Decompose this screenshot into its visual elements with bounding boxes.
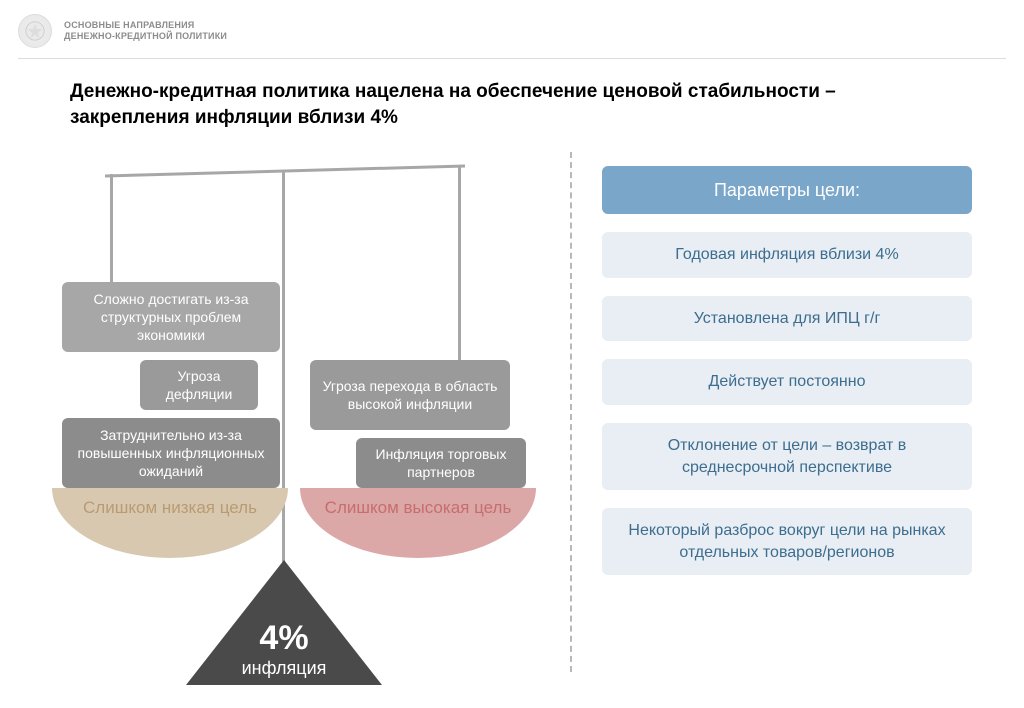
- parameter-item: Действует постоянно: [602, 359, 972, 405]
- left-hanger: [110, 174, 113, 284]
- parameter-item: Годовая инфляция вблизи 4%: [602, 232, 972, 278]
- parameter-item: Отклонение от цели – возврат в среднесро…: [602, 423, 972, 490]
- header-line-1: ОСНОВНЫЕ НАПРАВЛЕНИЯ: [64, 20, 227, 31]
- page-title: Денежно-кредитная политика нацелена на о…: [70, 79, 954, 130]
- right-scale-box: Угроза перехода в область высокой инфляц…: [310, 360, 510, 430]
- logo-emblem: [18, 14, 52, 48]
- parameters-header: Параметры цели:: [602, 166, 972, 214]
- right-pan-label: Слишком высокая цель: [318, 498, 518, 518]
- beam: [105, 164, 465, 180]
- parameter-item: Некоторый разброс вокруг цели на рынках …: [602, 508, 972, 575]
- parameter-item: Установлена для ИПЦ г/г: [602, 296, 972, 342]
- central-word: инфляция: [214, 658, 354, 679]
- header: ОСНОВНЫЕ НАПРАВЛЕНИЯ ДЕНЕЖНО-КРЕДИТНОЙ П…: [0, 0, 1024, 54]
- left-scale-box: Угроза дефляции: [140, 360, 258, 410]
- parameters-panel: Параметры цели: Годовая инфляция вблизи …: [572, 142, 972, 682]
- left-scale-box: Сложно достигать из-за структурных пробл…: [62, 282, 280, 352]
- left-scale-box: Затруднительно из-за повышенных инфляцио…: [62, 418, 280, 488]
- header-title: ОСНОВНЫЕ НАПРАВЛЕНИЯ ДЕНЕЖНО-КРЕДИТНОЙ П…: [64, 20, 227, 43]
- right-hanger: [458, 166, 461, 362]
- right-scale-box: Инфляция торговых партнеров: [356, 438, 526, 488]
- scale-diagram: Сложно достигать из-за структурных пробл…: [0, 142, 570, 682]
- header-line-2: ДЕНЕЖНО-КРЕДИТНОЙ ПОЛИТИКИ: [64, 31, 227, 42]
- central-label: 4% инфляция: [214, 619, 354, 679]
- content: Сложно достигать из-за структурных пробл…: [0, 142, 1024, 682]
- left-pan-label: Слишком низкая цель: [70, 498, 270, 518]
- central-percent: 4%: [214, 619, 354, 658]
- header-rule: [18, 58, 1006, 59]
